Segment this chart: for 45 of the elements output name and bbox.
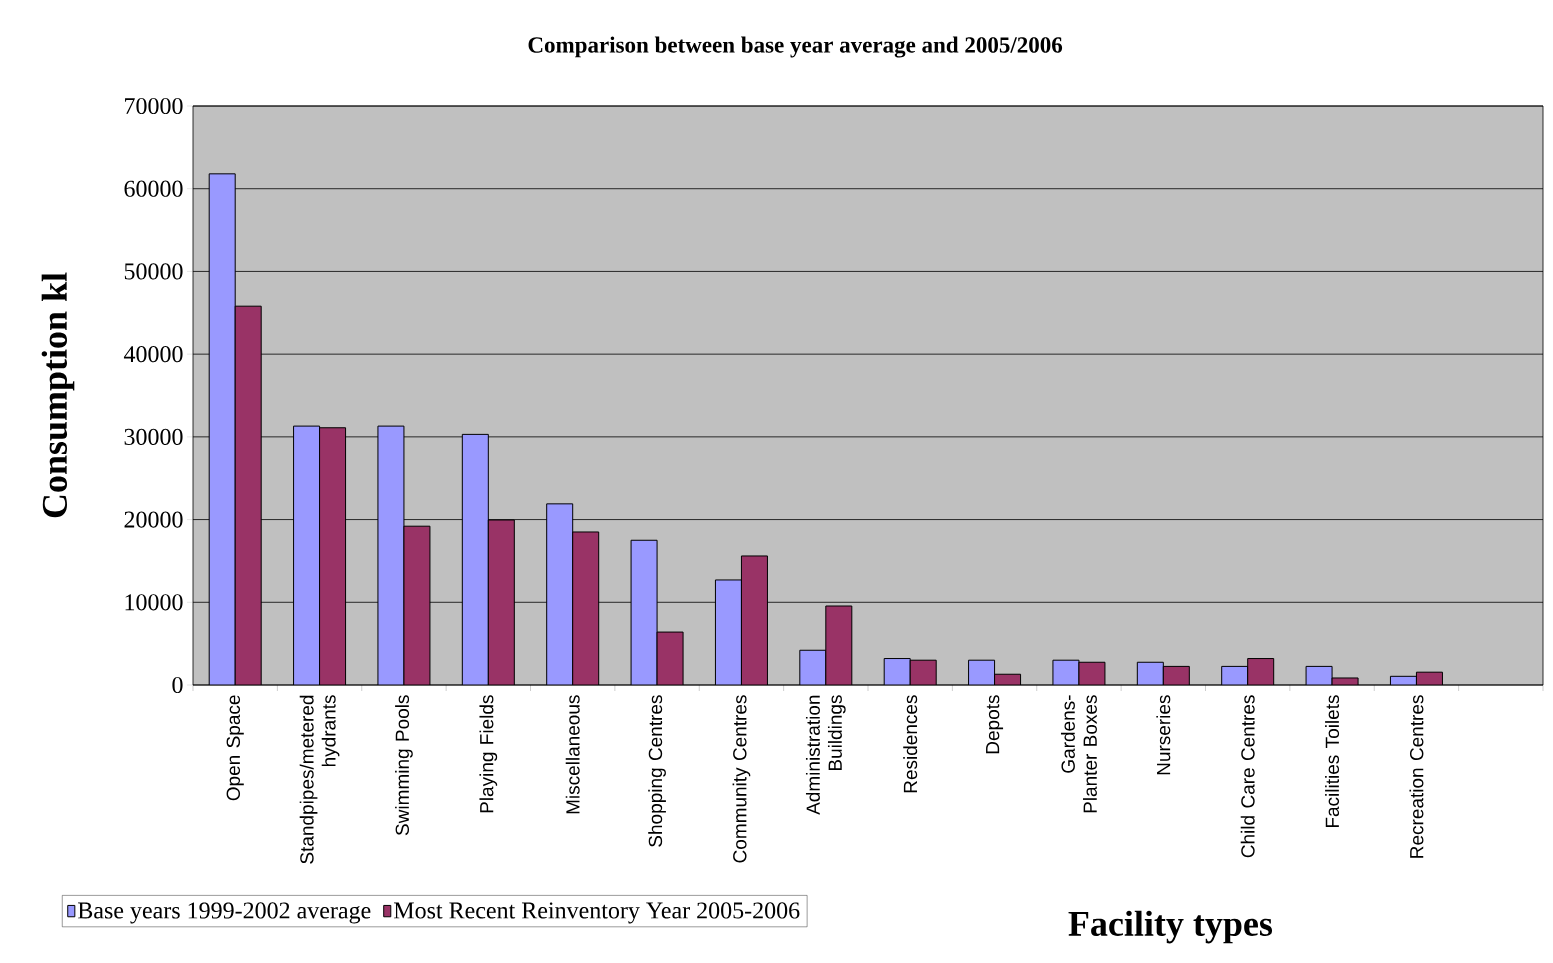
x-tick-label: Standpipes/metered hydrants bbox=[299, 695, 340, 864]
x-axis-title: Facility types bbox=[1068, 910, 1273, 944]
bar bbox=[740, 555, 768, 685]
chart-title: Comparison between base year average and 2005/2006 bbox=[528, 36, 1063, 58]
y-tick-label: 0 bbox=[172, 676, 183, 694]
x-tick-label: Depots bbox=[986, 695, 1004, 754]
x-tick-label: Nurseries bbox=[1156, 695, 1171, 775]
y-tick-label: 70000 bbox=[125, 97, 183, 115]
x-tick-label: Gardens-Planter Boxes bbox=[1060, 695, 1097, 813]
bar bbox=[487, 519, 515, 685]
x-tick-label: Community Centres bbox=[732, 695, 751, 863]
bar bbox=[293, 425, 321, 685]
bar bbox=[825, 605, 853, 685]
bar bbox=[234, 305, 262, 685]
legend-label: Most Recent Reinventory Year 2005-2006 bbox=[393, 902, 800, 924]
bar bbox=[461, 433, 489, 685]
legend-label: Base years 1999-2002 average bbox=[78, 902, 371, 924]
x-tick-label: Residences bbox=[903, 695, 918, 793]
bar bbox=[714, 579, 742, 685]
x-tick-label: Child Care Centres bbox=[1240, 695, 1255, 858]
y-tick-label: 40000 bbox=[123, 346, 183, 363]
y-tick-label: 10000 bbox=[125, 594, 183, 611]
x-tick-label: Recreation Centres bbox=[1409, 695, 1424, 858]
y-tick-label: 30000 bbox=[124, 428, 183, 445]
x-tick-label: Playing Fields bbox=[479, 695, 498, 813]
bar bbox=[319, 427, 347, 685]
bar bbox=[546, 503, 574, 685]
bar bbox=[403, 525, 431, 685]
bar bbox=[572, 531, 600, 685]
x-tick-label: Swimming Pools bbox=[395, 695, 413, 836]
bar bbox=[377, 425, 405, 685]
x-tick-label: Miscellaneous bbox=[565, 695, 580, 814]
x-tick-label: Shopping Centres bbox=[648, 695, 666, 847]
y-axis-title: Consumption kl bbox=[41, 272, 75, 518]
y-tick-label: 50000 bbox=[124, 263, 183, 280]
bar bbox=[208, 173, 236, 685]
x-tick-label: Facilities Toilets bbox=[1325, 695, 1340, 828]
bar bbox=[799, 649, 827, 685]
y-tick-label: 60000 bbox=[124, 180, 183, 197]
x-tick-label: Administration Buildings bbox=[805, 695, 846, 815]
x-tick-label: Open Space bbox=[226, 695, 244, 801]
bar bbox=[883, 658, 911, 685]
bar bbox=[1247, 658, 1275, 685]
bar bbox=[630, 539, 658, 685]
y-tick-label: 20000 bbox=[124, 511, 183, 528]
